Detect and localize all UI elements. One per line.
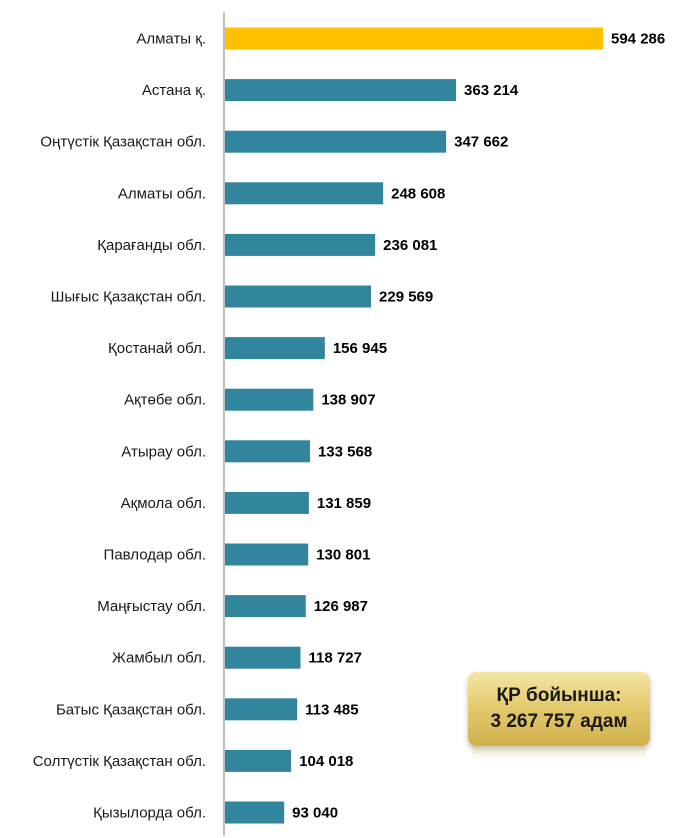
- data-label: 93 040: [292, 805, 338, 822]
- data-label: 130 801: [316, 547, 370, 564]
- category-label: Қарағанды обл.: [97, 237, 206, 254]
- summary-line-1: ҚР бойынша:: [496, 685, 622, 706]
- bar: [225, 543, 309, 566]
- data-label: 347 662: [454, 134, 508, 151]
- data-label: 133 568: [318, 443, 372, 460]
- data-label: 113 485: [305, 701, 358, 718]
- data-label: 156 945: [333, 340, 387, 357]
- data-label: 229 569: [379, 289, 433, 306]
- category-label: Ақтөбе обл.: [124, 392, 206, 409]
- data-label: 104 018: [299, 753, 353, 770]
- data-label: 248 608: [391, 185, 445, 202]
- category-label: Астана қ.: [142, 82, 206, 99]
- bar: [225, 698, 298, 721]
- category-label: Жамбыл обл.: [112, 650, 206, 667]
- category-label: Оңтүстік Қазақстан обл.: [40, 134, 206, 151]
- bar: [225, 27, 603, 50]
- data-label: 363 214: [464, 82, 519, 99]
- bar: [225, 595, 306, 618]
- category-label: Солтүстік Қазақстан обл.: [33, 753, 206, 770]
- category-label: Ақмола обл.: [121, 495, 206, 512]
- category-label: Алматы қ.: [136, 31, 206, 48]
- bar: [225, 491, 309, 514]
- category-label: Атырау обл.: [121, 443, 206, 460]
- bar: [225, 79, 457, 102]
- bar: [225, 182, 384, 205]
- category-label: Шығыс Қазақстан обл.: [51, 289, 206, 306]
- category-label: Алматы обл.: [118, 185, 206, 202]
- bar: [225, 130, 447, 153]
- bar: [225, 388, 314, 411]
- bar: [225, 440, 310, 463]
- bar: [225, 337, 325, 360]
- category-label: Батыс Қазақстан обл.: [56, 701, 206, 718]
- data-label: 236 081: [383, 237, 437, 254]
- bar: [225, 801, 285, 824]
- data-label: 594 286: [611, 31, 665, 48]
- summary-line-2: 3 267 757 адам: [490, 711, 628, 732]
- category-label: Павлодар обл.: [104, 547, 206, 564]
- category-label: Маңғыстау обл.: [97, 598, 206, 615]
- category-label: Қостанай обл.: [108, 340, 206, 357]
- bars-layer: Алматы қ. 594 286 Астана қ. 363 214 Оңтүстік…: [33, 27, 665, 824]
- total-summary-box: ҚР бойынша: 3 267 757 адам: [468, 672, 650, 746]
- bar: [225, 285, 372, 308]
- category-label: Қызылорда обл.: [93, 805, 206, 822]
- data-label: 138 907: [321, 392, 375, 409]
- bar: [225, 749, 292, 772]
- data-label: 131 859: [317, 495, 371, 512]
- bar: [225, 646, 301, 669]
- bar: [225, 233, 376, 256]
- data-label: 126 987: [314, 598, 368, 615]
- summary-reflection: [472, 746, 646, 762]
- data-label: 118 727: [309, 650, 362, 667]
